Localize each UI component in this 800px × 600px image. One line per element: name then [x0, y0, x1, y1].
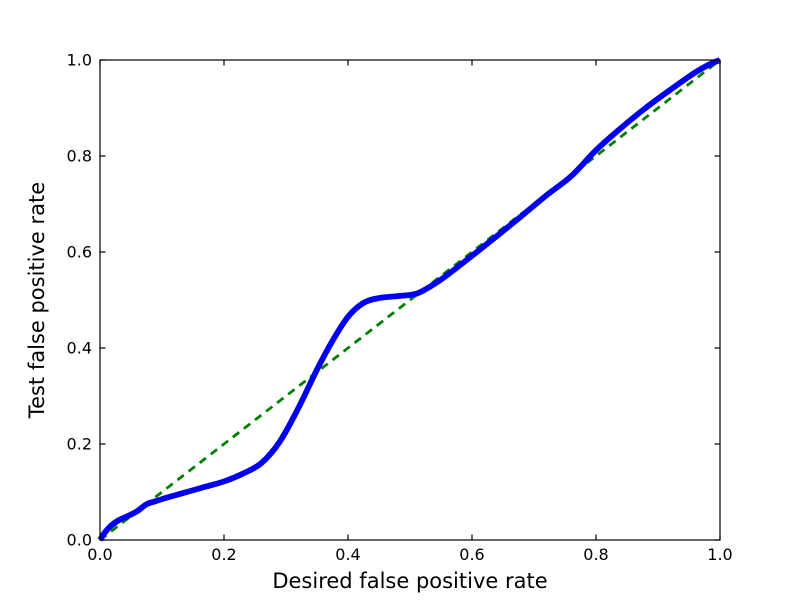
- y-tick-label: 0.0: [67, 531, 92, 550]
- tick-labels: 0.0 0.2 0.4 0.6 0.8 1.0 0.0 0.2 0.4 0.6 0.8 1.0: [67, 51, 733, 565]
- y-tick-label: 0.8: [67, 147, 92, 166]
- y-axis-label: Test false positive rate: [25, 182, 49, 419]
- x-tick-label: 0.8: [583, 545, 608, 564]
- axes-frame: [99, 59, 721, 541]
- test-false-positive-rate-curve: [97, 57, 722, 542]
- y-tick-label: 1.0: [67, 51, 92, 70]
- x-tick-label: 0.2: [211, 545, 236, 564]
- plot-area: [97, 57, 722, 542]
- x-tick-label: 0.0: [87, 545, 112, 564]
- x-tick-label: 0.4: [335, 545, 360, 564]
- y-tick-label: 0.6: [67, 243, 92, 262]
- y-tick-label: 0.2: [67, 435, 92, 454]
- x-tick-label: 0.6: [459, 545, 484, 564]
- plot-frame: [99, 59, 721, 541]
- x-axis-label: Desired false positive rate: [272, 569, 547, 593]
- y-tick-label: 0.4: [67, 339, 92, 358]
- identity-reference-line: [99, 58, 721, 542]
- x-tick-label: 1.0: [707, 545, 732, 564]
